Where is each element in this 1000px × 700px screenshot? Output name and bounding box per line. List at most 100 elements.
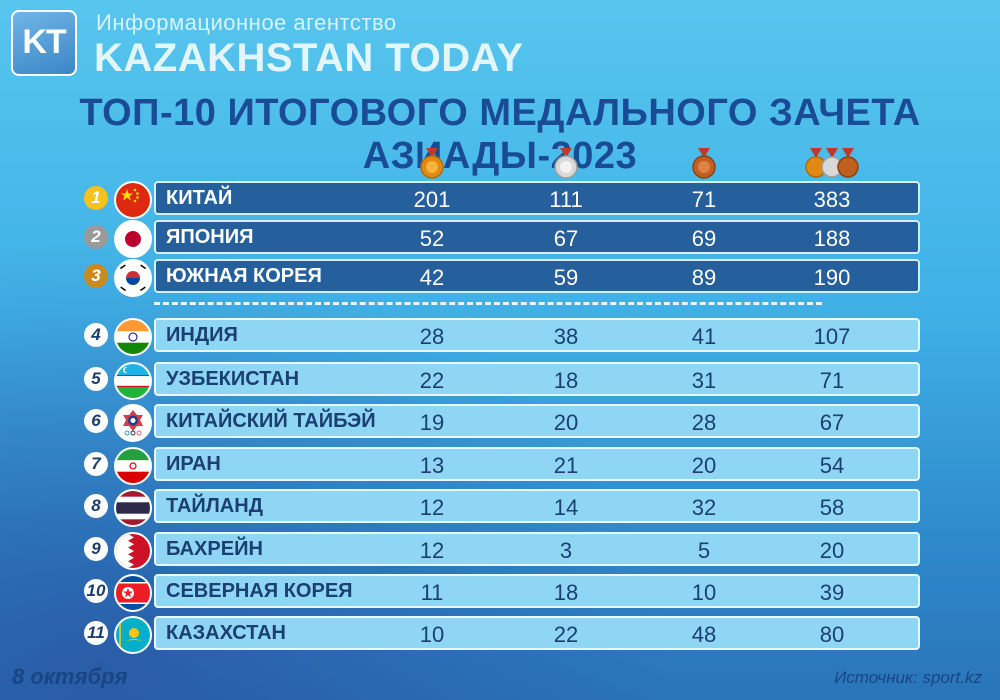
gold-count: 12: [419, 495, 445, 520]
gold-count: 10: [419, 622, 445, 647]
rank-badge: 10: [84, 579, 108, 603]
total-count: 80: [819, 622, 845, 647]
gold-medal-icon: [420, 148, 444, 179]
date-label: 8 октября: [12, 664, 128, 689]
country-name: КИТАЙСКИЙ ТАЙБЭЙ: [166, 410, 376, 432]
uzbekistan-flag-icon: [114, 362, 152, 400]
total-count: 58: [819, 495, 845, 520]
country-name: БАХРЕЙН: [166, 538, 263, 560]
silver-count: 111: [549, 187, 583, 212]
table-row: 11 КАЗАХСТАН 10 22 48 80: [84, 616, 920, 654]
row-bar: [154, 318, 920, 352]
rank-badge: 8: [84, 494, 108, 518]
row-bar: [154, 616, 920, 650]
gold-count: 42: [419, 265, 445, 290]
kazakhstan-flag-icon: [114, 616, 152, 654]
india-flag-icon: [114, 318, 152, 356]
page-title: ТОП-10 ИТОГОВОГО МЕДАЛЬНОГО ЗАЧЕТА АЗИАД…: [79, 92, 921, 177]
country-name: ЯПОНИЯ: [166, 226, 254, 248]
country-name: ЮЖНАЯ КОРЕЯ: [166, 265, 322, 287]
country-name: УЗБЕКИСТАН: [166, 368, 300, 390]
row-bar: [154, 574, 920, 608]
rank-badge: 1: [84, 186, 108, 210]
source-label: Источник: sport.kz: [834, 668, 982, 687]
gold-count: 12: [419, 538, 445, 563]
total-count: 67: [819, 410, 845, 435]
gold-count: 13: [419, 453, 445, 478]
table-row: 3 ЮЖНАЯ КОРЕЯ 42 59 89 190: [84, 259, 920, 297]
bronze-count: 5: [697, 538, 711, 563]
silver-count: 59: [553, 265, 579, 290]
table-row: 10 СЕВЕРНАЯ КОРЕЯ 11 18 10 39: [84, 574, 920, 612]
silver-count: 18: [553, 368, 579, 393]
gold-count: 201: [413, 187, 451, 212]
rank-badge: 3: [84, 264, 108, 288]
logo-text: KT: [22, 23, 66, 61]
rank-badge: 9: [84, 537, 108, 561]
gold-count: 52: [419, 226, 445, 251]
bronze-count: 89: [691, 265, 717, 290]
bronze-count: 41: [691, 324, 717, 349]
gold-count: 28: [419, 324, 445, 349]
rank-badge: 11: [84, 621, 108, 645]
total-count: 71: [819, 368, 845, 393]
bronze-count: 31: [691, 368, 717, 393]
bahrain-flag-icon: [114, 532, 152, 570]
silver-count: 38: [553, 324, 579, 349]
silver-count: 14: [553, 495, 579, 520]
south-korea-flag-icon: [114, 259, 152, 297]
row-bar: [154, 259, 920, 293]
silver-count: 3: [559, 538, 573, 563]
row-bar: [154, 181, 920, 215]
row-bar: [154, 404, 920, 438]
iran-flag-icon: [114, 447, 152, 485]
row-bar: [154, 220, 920, 254]
chinese-taipei-flag-icon: [114, 404, 152, 442]
table-row: 1 КИТАЙ 201 111 71 383: [84, 181, 920, 219]
table-row: 6 КИТАЙСКИЙ ТАЙБЭЙ 19 20 28 67: [84, 404, 920, 442]
table-row: 7 ИРАН 13 21 20 54: [84, 447, 920, 485]
country-name: СЕВЕРНАЯ КОРЕЯ: [166, 580, 353, 602]
silver-medal-icon: [554, 148, 578, 179]
gold-count: 22: [419, 368, 445, 393]
all-medals-icon: [805, 148, 859, 178]
japan-flag-icon: [114, 220, 152, 258]
table-row: 5 УЗБЕКИСТАН 22 18 31 71: [84, 362, 920, 400]
total-count: 54: [819, 453, 845, 478]
agency-subtitle: Информационное агентство: [96, 10, 397, 35]
country-name: ИРАН: [166, 453, 221, 475]
silver-count: 21: [553, 453, 579, 478]
table-row: 4 ИНДИЯ 28 38 41 107: [84, 318, 920, 356]
bronze-count: 20: [691, 453, 717, 478]
gold-count: 11: [420, 580, 444, 605]
rank-badge: 2: [84, 225, 108, 249]
bronze-count: 48: [691, 622, 717, 647]
rank-badge: 7: [84, 452, 108, 476]
china-flag-icon: [114, 181, 152, 219]
bronze-count: 10: [691, 580, 717, 605]
bronze-count: 32: [691, 495, 717, 520]
silver-count: 22: [553, 622, 579, 647]
north-korea-flag-icon: [114, 574, 152, 612]
thailand-flag-icon: [114, 489, 152, 527]
kt-logo: KT: [11, 10, 77, 76]
silver-count: 67: [553, 226, 579, 251]
row-bar: [154, 362, 920, 396]
bronze-count: 69: [691, 226, 717, 251]
bronze-count: 71: [691, 187, 717, 212]
country-name: ТАЙЛАНД: [166, 495, 263, 517]
bronze-count: 28: [691, 410, 717, 435]
rank-badge: 4: [84, 323, 108, 347]
rank-badge: 6: [84, 409, 108, 433]
row-bar: [154, 447, 920, 481]
table-row: 8 ТАЙЛАНД 12 14 32 58: [84, 489, 920, 527]
total-count: 39: [819, 580, 845, 605]
silver-count: 18: [553, 580, 579, 605]
row-bar: [154, 532, 920, 566]
country-name: ИНДИЯ: [166, 324, 238, 346]
country-name: КИТАЙ: [166, 187, 233, 209]
gold-count: 19: [419, 410, 445, 435]
rank-badge: 5: [84, 367, 108, 391]
divider: [154, 302, 822, 305]
country-name: КАЗАХСТАН: [166, 622, 286, 644]
